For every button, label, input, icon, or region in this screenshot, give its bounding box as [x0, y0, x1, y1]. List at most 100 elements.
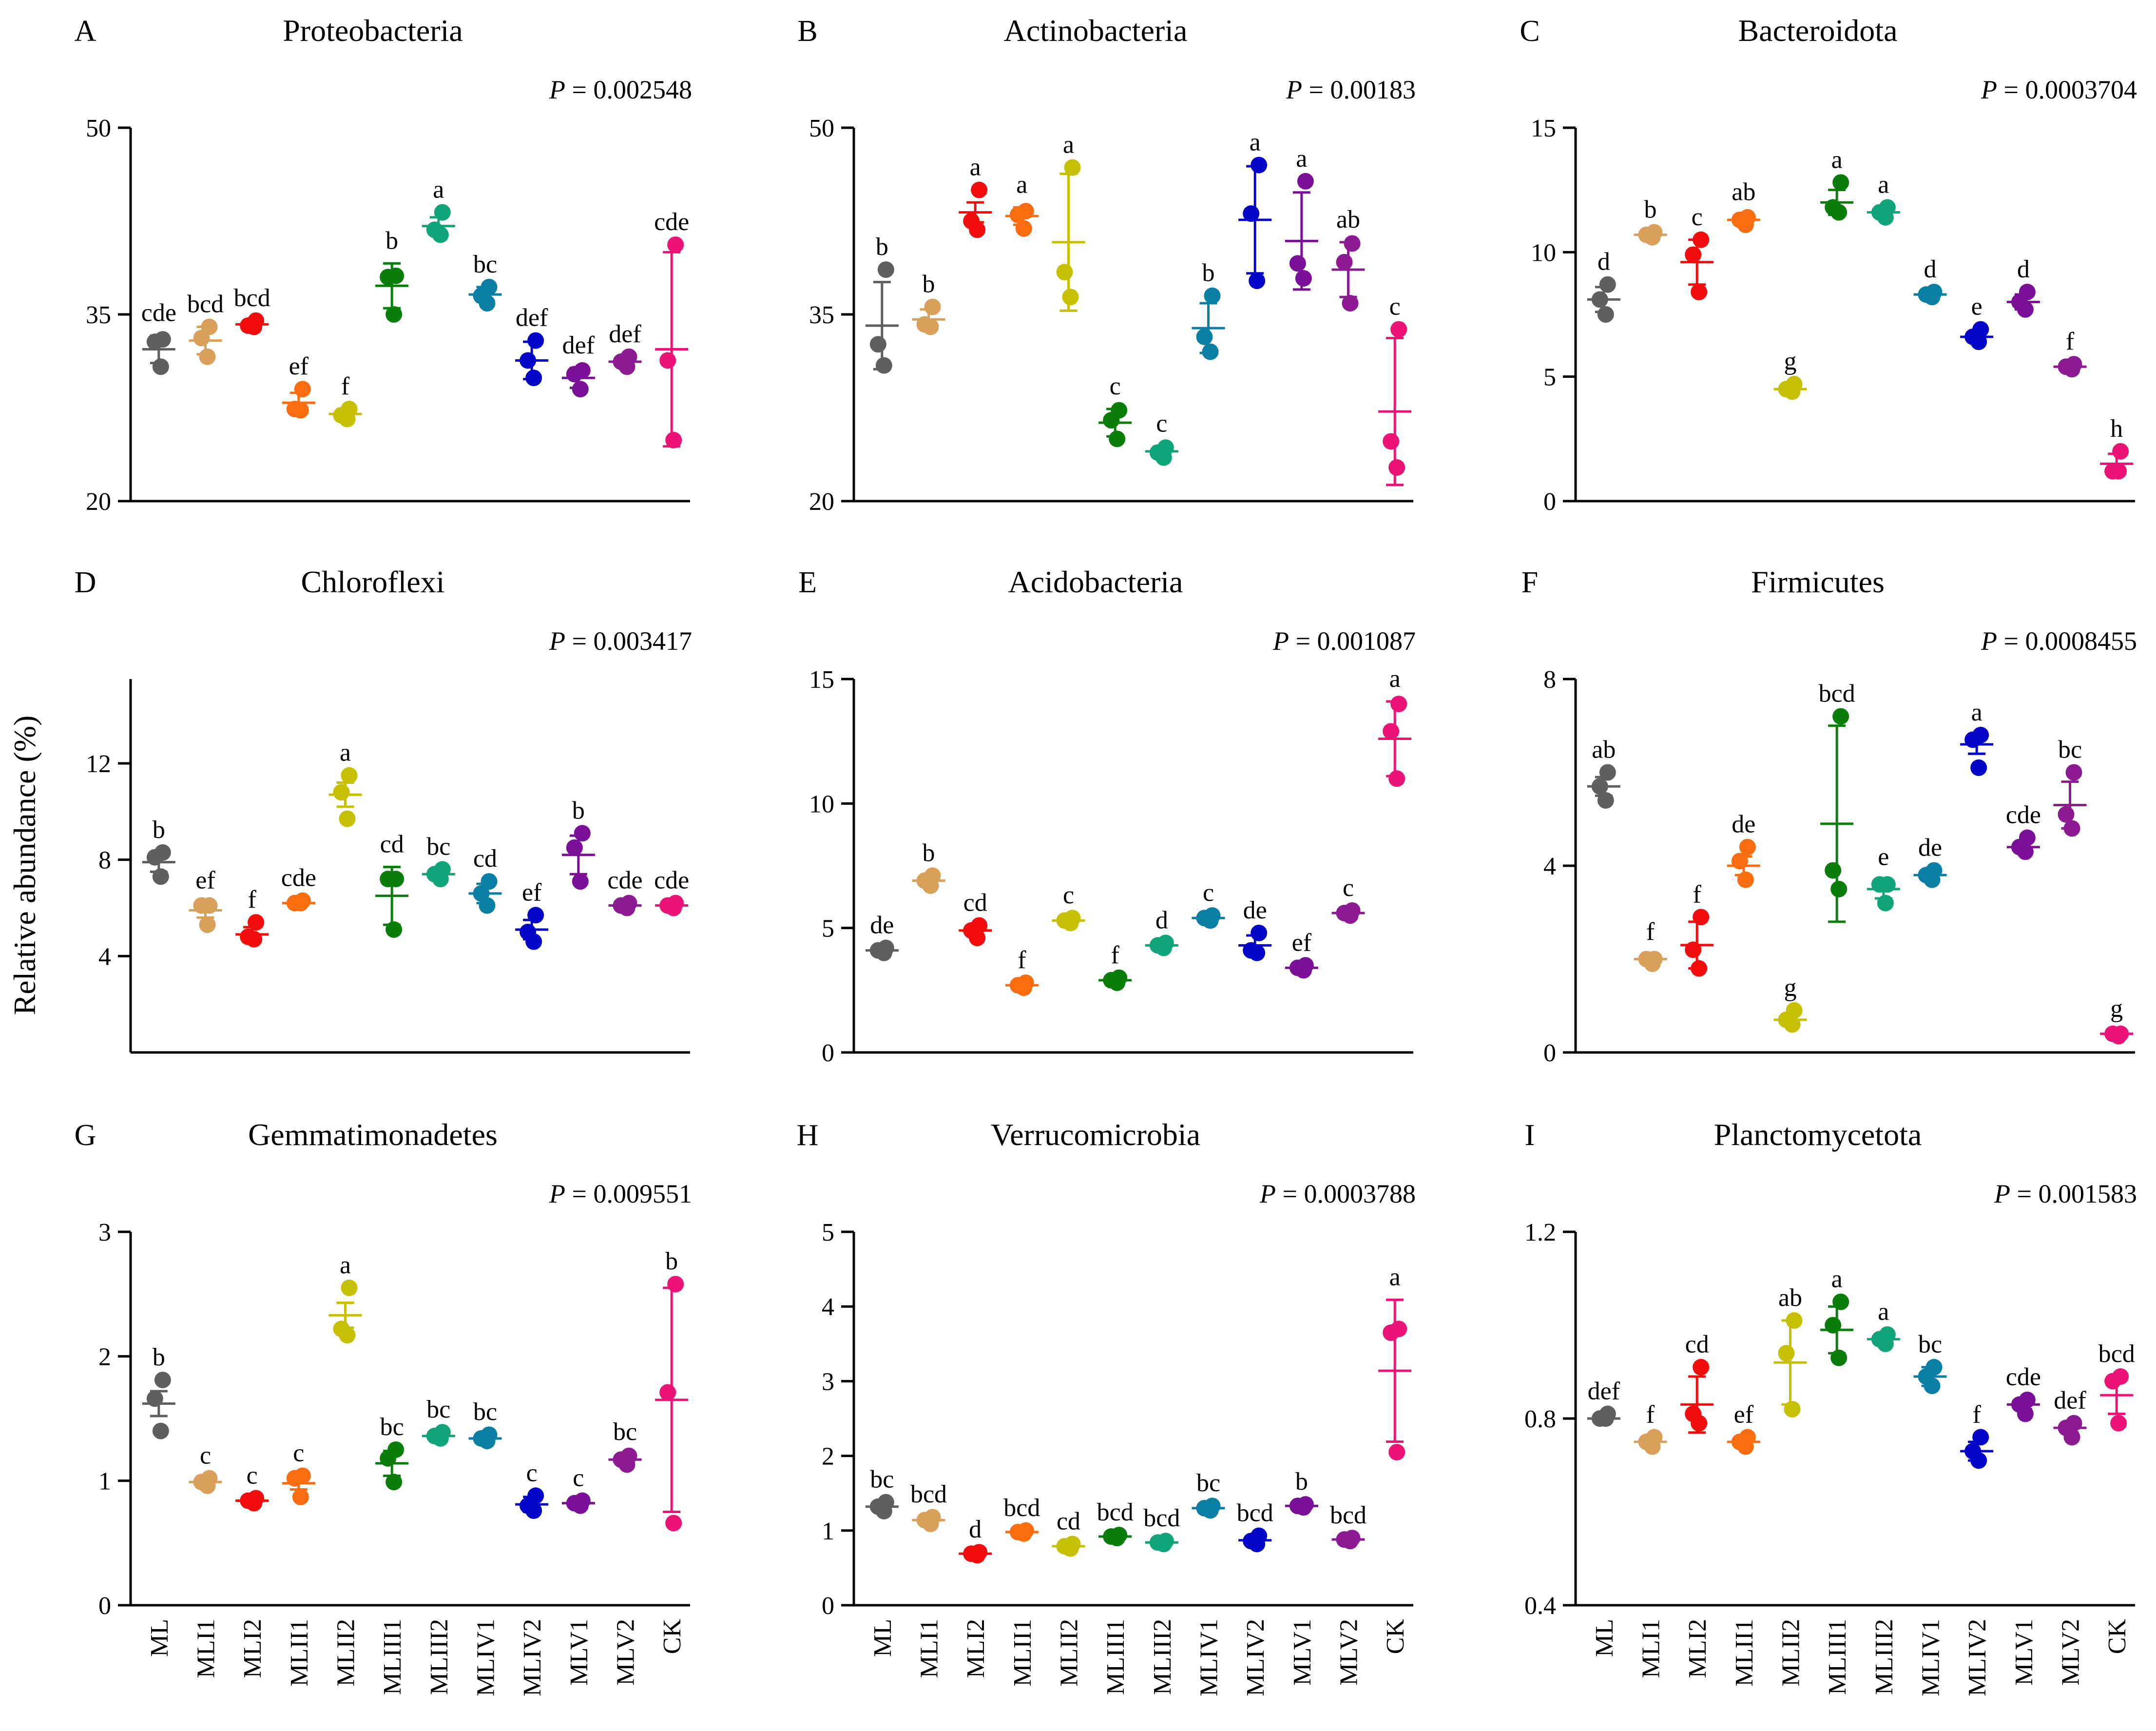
p-symbol: P [1981, 626, 1997, 656]
data-point [1388, 770, 1405, 787]
x-tick-label: MLIII2 [1149, 1619, 1176, 1695]
data-point [481, 873, 498, 890]
panel-letter: A [75, 15, 96, 48]
p-symbol: P [1994, 1179, 2010, 1208]
p-symbol: P [1272, 626, 1289, 656]
significance-letter: b [1202, 259, 1215, 287]
panel-B: B Actinobacteria P = 0.00183 20 35 50 b b a a a c c b… [797, 13, 1416, 516]
panel-title: Actinobacteria [1004, 13, 1188, 48]
x-tick-label: MLIV1 [1917, 1619, 1945, 1696]
panel-F: F Firmicutes P = 0.0008455 0 4 8 ab f f de g bcd e de… [1521, 564, 2137, 1067]
y-tick-label: 4 [98, 943, 111, 971]
significance-letter: bcd [1237, 1499, 1273, 1527]
data-point [1693, 231, 1710, 248]
p-symbol: P [549, 626, 565, 656]
significance-letter: a [340, 739, 351, 767]
data-point [1015, 220, 1032, 237]
significance-letter: bc [1196, 1469, 1220, 1497]
significance-letter: bc [380, 1413, 404, 1441]
data-point [922, 318, 939, 335]
y-tick-label: 0 [98, 1592, 111, 1620]
p-value: = 0.0008455 [1997, 626, 2137, 656]
x-tick-label: MLI1 [1637, 1619, 1665, 1678]
data-point [246, 318, 263, 335]
x-tick-label: ML [146, 1619, 173, 1657]
data-point [1155, 449, 1172, 466]
significance-letter: bc [473, 251, 497, 278]
data-point [2065, 764, 2082, 781]
data-point [1062, 289, 1079, 306]
data-point [1693, 1359, 1710, 1376]
data-point [1109, 1530, 1126, 1547]
y-tick-label: 3 [98, 1219, 111, 1246]
data-point [1924, 289, 1941, 306]
data-point [1830, 1349, 1848, 1366]
significance-letter: h [2110, 415, 2123, 443]
data-point [1877, 895, 1894, 912]
significance-letter: a [1389, 665, 1401, 693]
data-point [432, 226, 449, 243]
panel-letter: G [75, 1119, 96, 1152]
data-point [199, 348, 216, 365]
p-value: = 0.009551 [565, 1179, 692, 1208]
significance-letter: f [2066, 328, 2075, 355]
data-point [385, 1474, 403, 1491]
panel-title: Verrucomicrobia [991, 1117, 1200, 1152]
data-point [1289, 255, 1306, 272]
significance-letter: f [1018, 946, 1026, 974]
significance-letter: b [923, 839, 935, 867]
panel-I: I Planctomycetota P = 0.001583 0.4 0.8 1.2 def… [1524, 1117, 2137, 1696]
data-point [1597, 792, 1614, 809]
significance-letter: def [2054, 1387, 2086, 1415]
data-point [1155, 1536, 1172, 1553]
y-tick-label: 5 [822, 1219, 834, 1246]
significance-letter: cd [1057, 1507, 1080, 1535]
x-tick-label: CK [2103, 1619, 2131, 1654]
significance-letter: g [1784, 348, 1797, 375]
data-point [1737, 871, 1754, 888]
y-axis-label: Relative abundance (%) [7, 716, 42, 1015]
data-point [922, 1516, 939, 1533]
data-point [659, 1384, 676, 1401]
data-point [1830, 880, 1848, 897]
y-tick-label: 15 [809, 666, 834, 694]
data-point [1383, 1324, 1400, 1341]
y-tick-label: 5 [822, 915, 834, 943]
p-value: = 0.0003704 [1997, 75, 2137, 104]
data-point [1249, 272, 1266, 290]
x-tick-label: ML [1591, 1619, 1618, 1657]
data-point [152, 358, 169, 375]
data-point [527, 332, 544, 349]
data-point [1597, 306, 1614, 323]
x-tick-label: MLV2 [1335, 1619, 1363, 1686]
panel-title: Planctomycetota [1714, 1117, 1922, 1152]
p-value-label: P = 0.0008455 [1981, 626, 2137, 656]
data-point [667, 236, 684, 253]
panel-title: Gemmatimonadetes [248, 1117, 498, 1152]
data-point [525, 1502, 542, 1519]
x-tick-label: MLIII1 [1824, 1619, 1851, 1695]
data-point [659, 352, 676, 369]
significance-letter: b [923, 271, 935, 298]
data-point [152, 868, 169, 885]
significance-letter: ef [195, 867, 215, 895]
data-point [1342, 907, 1359, 924]
significance-letter: cde [2006, 801, 2041, 829]
data-point [1064, 159, 1081, 176]
significance-letter: cde [607, 867, 642, 895]
x-tick-label: MLII2 [332, 1619, 360, 1687]
y-tick-label: 0 [822, 1592, 834, 1620]
panel-letter: F [1521, 566, 1538, 599]
data-point [1691, 960, 1708, 977]
significance-letter: bcd [187, 291, 224, 318]
significance-letter: c [1343, 874, 1354, 902]
data-point [1295, 962, 1312, 979]
significance-letter: bcd [1143, 1504, 1180, 1532]
x-tick-label: MLII1 [1731, 1619, 1758, 1687]
data-point [566, 366, 583, 383]
data-point [2017, 301, 2034, 318]
data-point [2110, 1028, 2127, 1045]
data-point [1924, 1377, 1941, 1394]
